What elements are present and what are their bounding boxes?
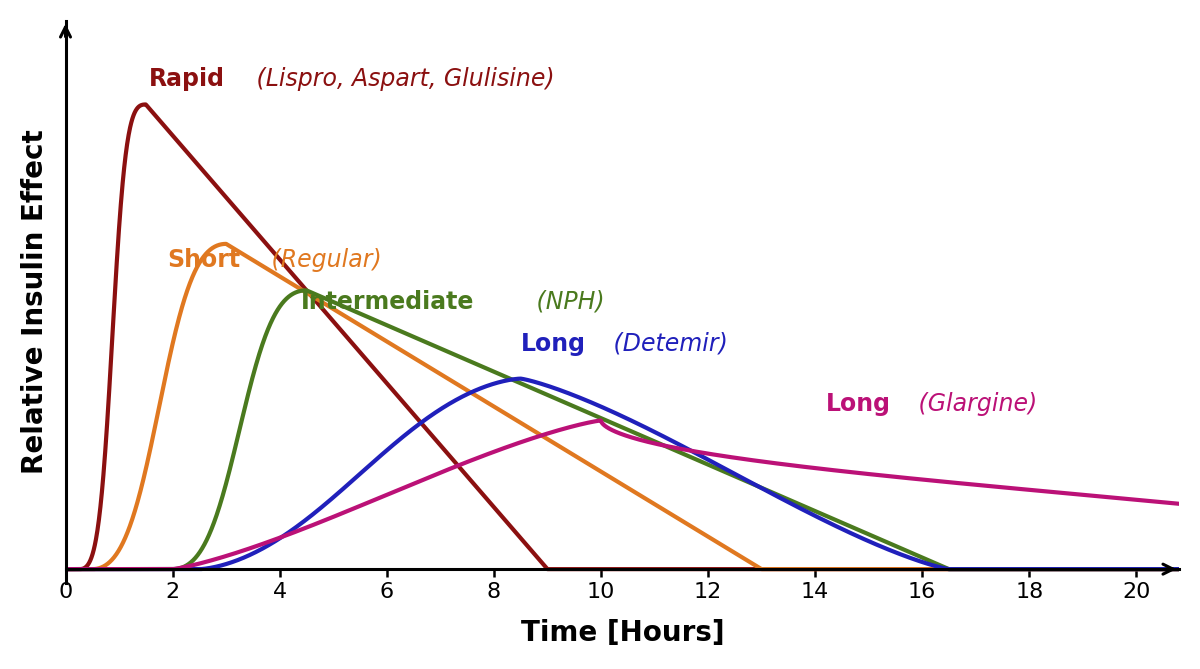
Text: Short: Short: [167, 248, 240, 272]
Text: (Glargine): (Glargine): [912, 392, 1038, 416]
Text: (Regular): (Regular): [264, 248, 382, 272]
Text: Rapid: Rapid: [149, 67, 224, 91]
Text: (Detemir): (Detemir): [606, 332, 728, 356]
Text: (Lispro, Aspart, Glulisine): (Lispro, Aspart, Glulisine): [248, 67, 554, 91]
Text: Long: Long: [826, 392, 890, 416]
Text: (NPH): (NPH): [529, 290, 605, 314]
Y-axis label: Relative Insulin Effect: Relative Insulin Effect: [20, 130, 49, 474]
Text: Intermediate: Intermediate: [301, 290, 474, 314]
Text: Long: Long: [521, 332, 586, 356]
X-axis label: Time [Hours]: Time [Hours]: [521, 619, 724, 647]
